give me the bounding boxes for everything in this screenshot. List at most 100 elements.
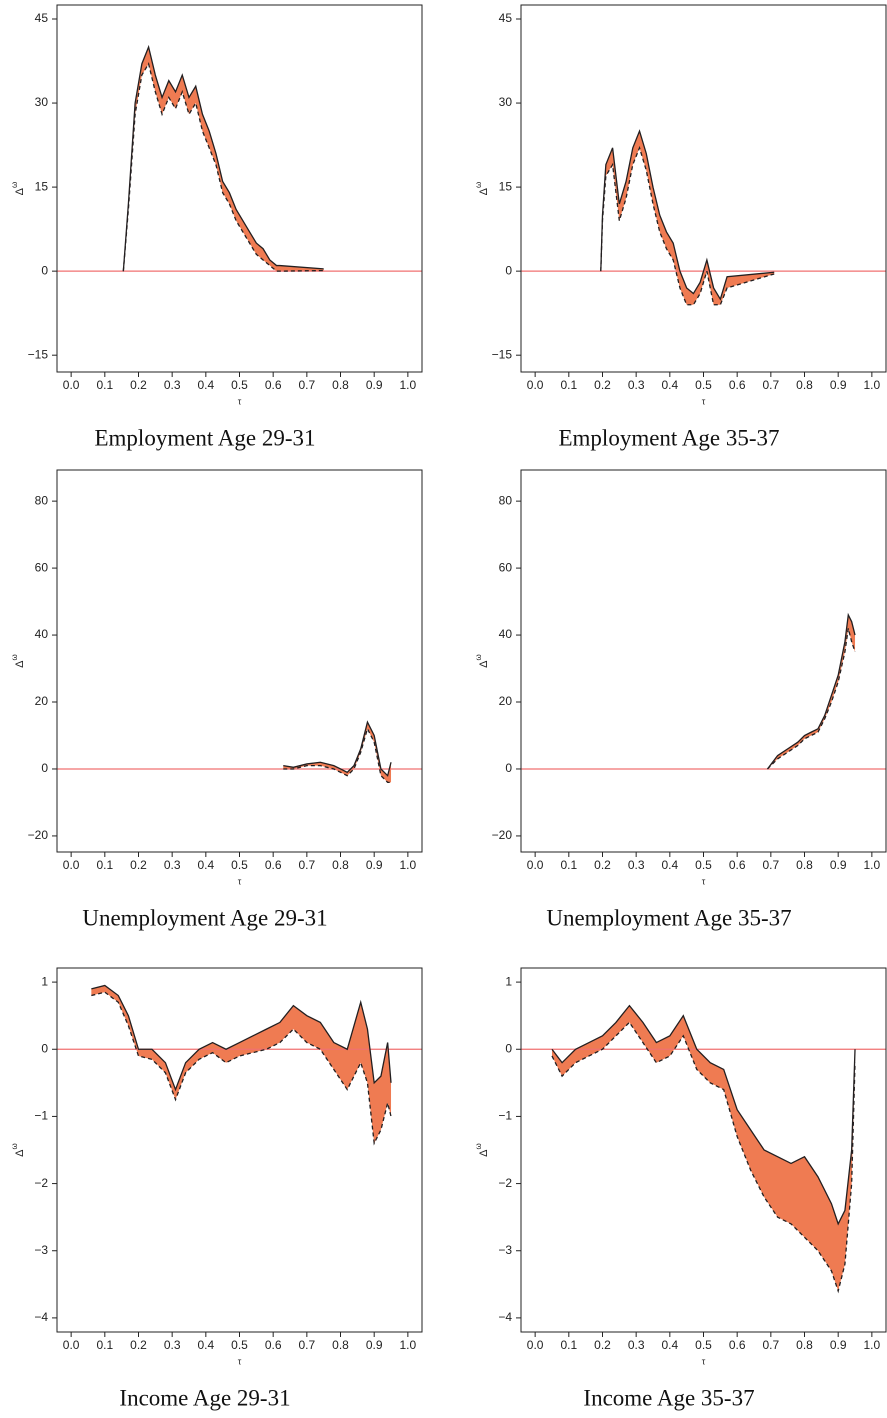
- y-axis-label-sup: ω: [474, 182, 483, 188]
- plot-area: [57, 44, 422, 272]
- panel-caption: Employment Age 29-31: [94, 425, 315, 450]
- y-tick-label: −20: [28, 828, 49, 842]
- series-line: [122, 44, 324, 272]
- x-tick-label: 1.0: [864, 858, 881, 872]
- x-tick-label: 0.0: [63, 1338, 80, 1352]
- y-axis-label: Δω: [10, 1143, 26, 1157]
- x-tick-label: 0.3: [164, 858, 181, 872]
- series-line: [767, 628, 856, 770]
- y-tick-label: 0: [41, 1041, 48, 1055]
- x-tick-label: 0.4: [661, 858, 678, 872]
- x-axis-label: τ: [238, 1356, 242, 1366]
- x-tick-label: 0.8: [796, 1338, 813, 1352]
- y-axis-label-sup: ω: [474, 654, 483, 660]
- panel-caption: Income Age 29-31: [119, 1385, 290, 1410]
- x-tick-label: 0.5: [231, 858, 248, 872]
- x-tick-label: 0.7: [298, 858, 315, 872]
- x-tick-label: 0.4: [661, 378, 678, 392]
- x-tick-label: 0.3: [628, 1338, 645, 1352]
- y-tick-label: 20: [499, 694, 513, 708]
- band: [123, 47, 324, 272]
- plot-area: [521, 612, 886, 770]
- y-tick-label: 0: [41, 761, 48, 775]
- y-tick-label: 45: [35, 11, 49, 25]
- y-axis-label-sup: ω: [10, 1143, 19, 1149]
- y-tick-label: −2: [498, 1176, 512, 1190]
- x-tick-label: 0.7: [298, 1338, 315, 1352]
- x-tick-label: 0.8: [796, 858, 813, 872]
- x-tick-label: 0.7: [762, 858, 779, 872]
- x-tick-label: 1.0: [400, 858, 417, 872]
- y-tick-label: 20: [35, 694, 49, 708]
- y-axis-label: Δω: [10, 654, 26, 668]
- y-tick-label: −20: [492, 828, 513, 842]
- band: [551, 1005, 856, 1292]
- x-tick-label: 0.4: [661, 1338, 678, 1352]
- y-tick-label: 0: [505, 1041, 512, 1055]
- y-tick-label: 15: [35, 179, 49, 193]
- band: [767, 614, 856, 769]
- y-tick-label: 0: [505, 761, 512, 775]
- plot-frame: [56, 4, 423, 373]
- y-tick-label: 1: [41, 974, 48, 988]
- x-tick-label: 0.0: [63, 858, 80, 872]
- x-tick-label: 0.0: [527, 1338, 544, 1352]
- y-tick-label: −4: [498, 1310, 512, 1324]
- x-axis-label: τ: [702, 876, 706, 886]
- x-tick-label: 0.0: [527, 858, 544, 872]
- band: [91, 985, 392, 1144]
- panel-caption: Unemployment Age 29-31: [82, 905, 327, 930]
- x-tick-label: 0.5: [231, 378, 248, 392]
- panel: −20 0 20 40 60 80 0.0 0.1 0.2 0.3 0.4 0.5 0.6 0.7 0.8 0…: [474, 469, 887, 930]
- y-axis-label-main: Δ: [478, 660, 490, 668]
- x-tick-label: 0.8: [332, 378, 349, 392]
- x-tick-label: 0.2: [130, 858, 147, 872]
- x-tick-label: 0.7: [762, 1338, 779, 1352]
- panel: −15 0 15 30 45 0.0 0.1 0.2 0.3 0.4 0.5 0.6 0.7 0.8 0.9…: [10, 4, 423, 450]
- x-tick-label: 1.0: [400, 1338, 417, 1352]
- series-line: [283, 727, 392, 784]
- y-tick-label: 30: [35, 95, 49, 109]
- x-axis-label: τ: [238, 396, 242, 406]
- y-tick-label: 60: [35, 560, 49, 574]
- x-axis-label: τ: [238, 876, 242, 886]
- x-tick-label: 0.6: [265, 378, 282, 392]
- x-tick-label: 0.9: [366, 1338, 383, 1352]
- x-tick-label: 0.2: [594, 1338, 611, 1352]
- panel-caption: Employment Age 35-37: [558, 425, 779, 450]
- x-tick-label: 0.6: [265, 858, 282, 872]
- x-tick-label: 0.0: [527, 378, 544, 392]
- y-axis-label-main: Δ: [14, 660, 26, 668]
- plot-area: [521, 1004, 886, 1294]
- x-tick-label: 0.1: [96, 1338, 113, 1352]
- plot-frame: [520, 967, 887, 1333]
- y-tick-label: 60: [499, 560, 513, 574]
- x-tick-label: 0.9: [366, 858, 383, 872]
- series-line: [600, 129, 775, 301]
- y-axis-label-main: Δ: [478, 187, 490, 195]
- x-tick-label: 0.5: [231, 1338, 248, 1352]
- x-tick-label: 0.3: [164, 1338, 181, 1352]
- y-tick-label: −1: [498, 1109, 512, 1123]
- y-tick-label: −4: [34, 1310, 48, 1324]
- x-tick-label: 0.1: [560, 1338, 577, 1352]
- x-tick-label: 0.5: [695, 378, 712, 392]
- x-tick-label: 0.2: [130, 1338, 147, 1352]
- y-axis-label-main: Δ: [478, 1149, 490, 1157]
- band: [283, 722, 392, 783]
- x-tick-label: 1.0: [864, 378, 881, 392]
- series-line: [551, 1021, 856, 1294]
- y-tick-label: 0: [505, 263, 512, 277]
- y-tick-label: 15: [499, 179, 513, 193]
- x-tick-label: 0.2: [594, 378, 611, 392]
- plot-area: [521, 129, 886, 306]
- x-tick-label: 1.0: [864, 1338, 881, 1352]
- x-tick-label: 0.4: [197, 378, 214, 392]
- x-tick-label: 0.3: [164, 378, 181, 392]
- x-tick-label: 0.9: [830, 858, 847, 872]
- plot-frame: [520, 469, 887, 853]
- series-line: [551, 1004, 856, 1226]
- series-line: [600, 145, 775, 306]
- x-tick-label: 0.0: [63, 378, 80, 392]
